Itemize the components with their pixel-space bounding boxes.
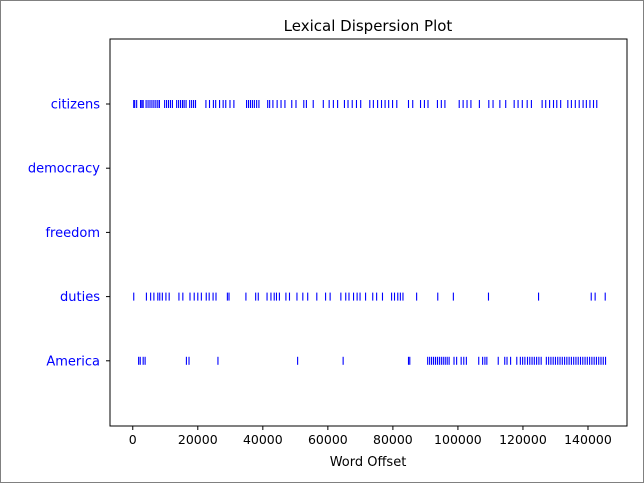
x-tick-label-80000: 80000: [373, 432, 413, 447]
y-tick-label-America: America: [46, 354, 100, 369]
series-duties: [133, 292, 606, 301]
x-tick-label-60000: 60000: [308, 432, 348, 447]
y-tick-label-freedom: freedom: [45, 226, 100, 241]
x-axis: 0 20000 40000 60000 80000 100000 120000 140000: [129, 426, 612, 447]
y-tick-label-citizens: citizens: [51, 98, 101, 113]
x-tick-label-0: 0: [129, 432, 137, 447]
y-tick-label-duties: duties: [60, 290, 100, 305]
series-America: [138, 356, 607, 365]
x-tick-label-120000: 120000: [499, 432, 547, 447]
y-tick-label-democracy: democracy: [28, 162, 100, 177]
x-tick-label-100000: 100000: [434, 432, 482, 447]
chart-title: Lexical Dispersion Plot: [284, 17, 453, 35]
plot-area: [109, 38, 628, 427]
y-axis: citizens democracy freedom duties America: [28, 98, 110, 369]
dispersion-marks: [133, 100, 607, 365]
series-citizens: [133, 100, 598, 108]
x-tick-label-40000: 40000: [243, 432, 283, 447]
x-tick-label-20000: 20000: [178, 432, 218, 447]
x-tick-label-140000: 140000: [564, 432, 612, 447]
x-axis-label: Word Offset: [330, 455, 407, 470]
